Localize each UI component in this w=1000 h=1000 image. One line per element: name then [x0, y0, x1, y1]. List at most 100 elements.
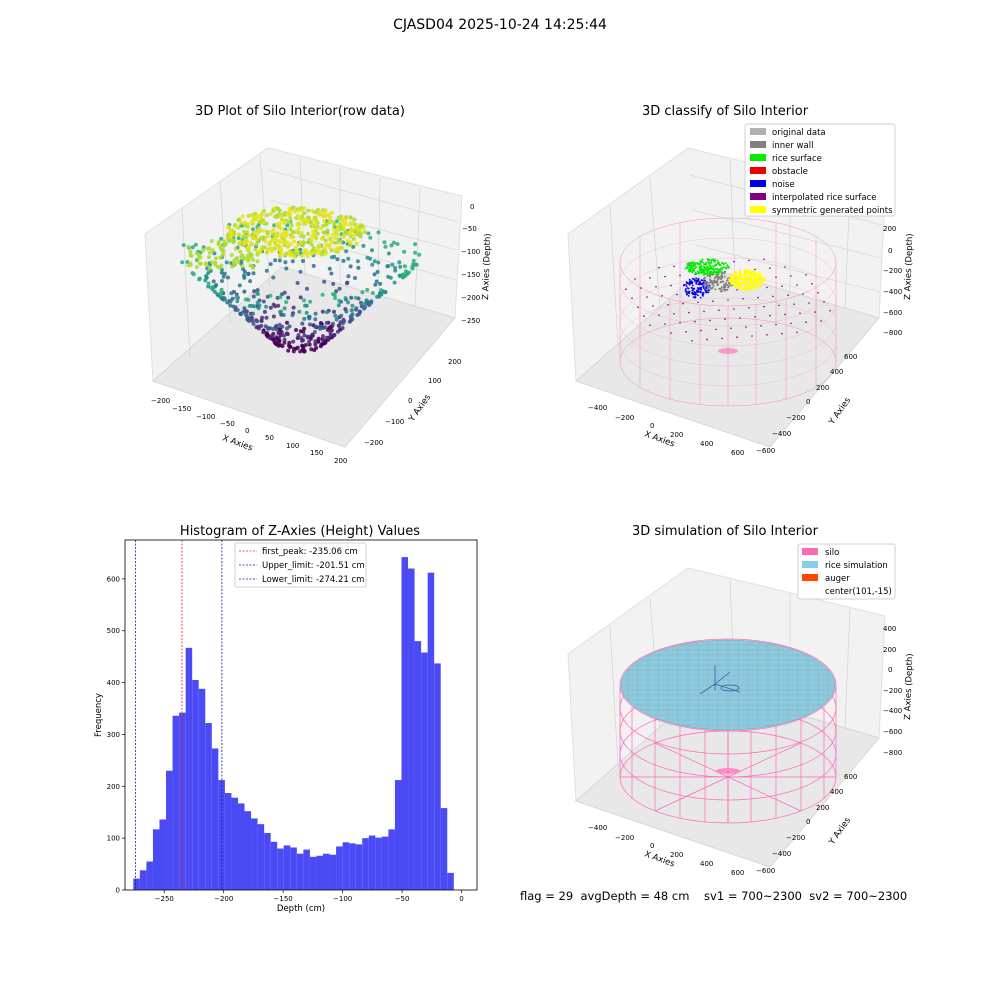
panel-title-classify: 3D classify of Silo Interior — [641, 104, 809, 119]
y-tick-label: 400 — [830, 368, 843, 376]
classified-point — [746, 270, 749, 273]
scatter-point — [340, 216, 345, 221]
scatter-point — [309, 238, 314, 243]
scatter-point — [268, 212, 273, 216]
scatter-point — [313, 339, 318, 344]
scatter-point — [297, 208, 301, 213]
classified-points — [682, 258, 767, 299]
histogram-bars — [133, 557, 454, 890]
x-axis-ticks: −200 −150 −100 −50 0 50 100 150 200 — [151, 397, 347, 465]
scatter-point — [225, 300, 230, 305]
y-tick-label: 600 — [844, 353, 857, 361]
grid-point — [781, 332, 783, 335]
classified-point — [713, 260, 716, 263]
scatter-point — [331, 321, 335, 326]
legend: original data inner wall rice surface ob… — [744, 123, 896, 217]
classified-point — [757, 274, 760, 278]
classified-point — [706, 272, 709, 275]
classified-point — [700, 267, 703, 270]
x-tick-label: 0 — [245, 427, 249, 435]
histogram-bar — [139, 870, 147, 890]
scatter-point — [342, 319, 347, 324]
z-tick-label: −200 — [883, 687, 902, 695]
classified-point — [758, 272, 761, 275]
scatter-point — [307, 250, 312, 255]
scatter-point — [263, 239, 268, 244]
scatter-point — [251, 311, 255, 316]
scatter-point — [311, 263, 316, 268]
classified-point — [699, 290, 701, 293]
classified-point — [699, 280, 701, 283]
classified-point — [730, 282, 733, 285]
classified-point — [721, 272, 724, 275]
scatter-point — [245, 246, 250, 251]
scatter-point — [246, 258, 251, 263]
scatter-point — [329, 271, 334, 276]
grid-point — [676, 293, 678, 296]
scatter-point — [268, 305, 273, 310]
z-tick-label: 200 — [883, 646, 896, 654]
scatter-point — [301, 240, 306, 245]
classified-point — [695, 277, 698, 280]
scatter-point — [397, 260, 402, 265]
legend-swatch — [750, 128, 766, 135]
classified-point — [738, 287, 741, 290]
rice-surface-mesh — [621, 640, 835, 730]
scatter-point — [222, 243, 227, 248]
classified-point — [712, 285, 715, 287]
scatter-point — [336, 215, 341, 220]
scatter-point — [237, 240, 242, 245]
scatter-point — [372, 272, 377, 277]
grid-point — [754, 268, 756, 271]
scatter-point — [191, 272, 196, 277]
x-tick-label: −100 — [196, 413, 215, 421]
classified-point — [720, 278, 722, 281]
scatter-point — [276, 343, 281, 348]
scatter-point — [375, 294, 380, 299]
classified-point — [705, 287, 708, 289]
grid-point — [679, 274, 681, 277]
classified-point — [715, 272, 718, 275]
classified-point — [699, 268, 701, 271]
scatter-point — [292, 254, 297, 259]
status-footer: flag = 29 avgDepth = 48 cm sv1 = 700~230… — [520, 889, 908, 903]
scatter-point — [370, 248, 374, 253]
histogram-bar — [283, 845, 291, 890]
scatter-point — [274, 232, 279, 237]
scatter-point — [244, 235, 249, 240]
scatter-point — [336, 246, 341, 251]
y-tick-label: 0 — [806, 398, 810, 406]
y-axis-ticks: 600 400 200 0 −200 −400 −600 — [756, 353, 857, 455]
z-axis-ticks: 400 200 0 −200 −400 −600 −800 — [883, 625, 902, 757]
legend-box — [744, 123, 896, 217]
scatter-point — [351, 237, 356, 241]
scatter-point — [298, 240, 303, 245]
scatter-point — [333, 236, 338, 240]
classified-point — [755, 273, 758, 277]
classified-point — [697, 294, 699, 297]
scatter-point — [321, 334, 325, 339]
reference-lines — [135, 540, 223, 890]
classified-point — [749, 286, 752, 289]
scatter-point — [312, 330, 317, 334]
silo-floor-center — [718, 348, 738, 354]
scatter-point — [246, 222, 251, 227]
scatter-point — [283, 260, 288, 265]
y-tick-label: −400 — [772, 850, 791, 858]
classified-point — [755, 281, 758, 284]
panel-title-raw-data: 3D Plot of Silo Interior(row data) — [195, 104, 405, 119]
scatter-point — [292, 239, 297, 244]
classified-point — [721, 275, 724, 278]
classified-point — [701, 258, 704, 261]
classified-point — [743, 288, 747, 291]
scatter-point — [276, 238, 281, 243]
scatter-point — [352, 217, 357, 222]
x-tick-label: 0 — [650, 422, 654, 430]
grid-point — [775, 276, 777, 279]
legend-box — [797, 543, 896, 600]
scatter-point — [274, 213, 279, 218]
grid-point — [769, 267, 771, 270]
classified-point — [725, 267, 728, 270]
classified-point — [708, 271, 711, 274]
legend-label: inner wall — [772, 141, 813, 151]
